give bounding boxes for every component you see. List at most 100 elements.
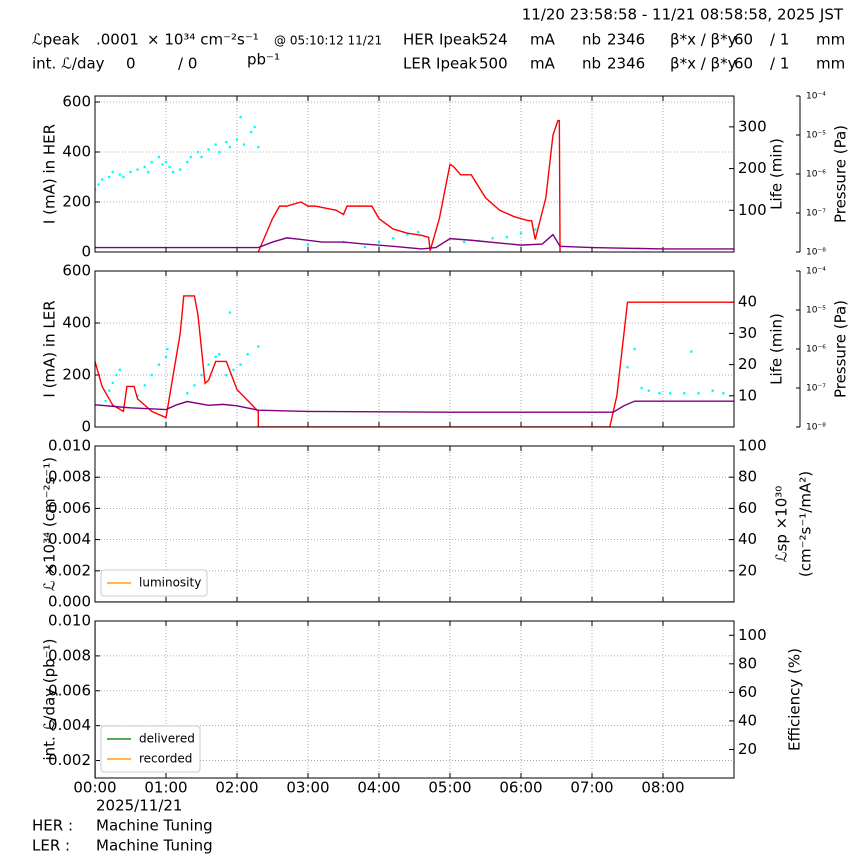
x-tick-label: 00:00 bbox=[73, 779, 116, 797]
series-line bbox=[257, 119, 561, 252]
y-tick-label: 0.006 bbox=[48, 499, 91, 517]
y-tick-label: 0.004 bbox=[48, 530, 91, 548]
data-dot bbox=[217, 150, 221, 154]
y-tick-label: 0.004 bbox=[48, 716, 91, 734]
y3-axis-label: Pressure (Pa) bbox=[832, 125, 850, 223]
data-dot bbox=[363, 245, 367, 249]
data-dot bbox=[722, 391, 725, 395]
timestamp: @ 05:10:12 11/21 bbox=[274, 34, 382, 48]
data-dot bbox=[232, 368, 235, 372]
y-tick-label: 400 bbox=[62, 143, 91, 161]
x-tick-label: 06:00 bbox=[499, 779, 542, 797]
data-dot bbox=[257, 345, 260, 348]
series-line bbox=[95, 400, 734, 413]
data-dot bbox=[626, 365, 629, 369]
y-tick-label: 600 bbox=[62, 262, 91, 280]
data-dot bbox=[217, 352, 221, 356]
legend-label: delivered bbox=[139, 732, 195, 746]
legend-box bbox=[100, 725, 201, 773]
y-axis-label: int. ℒ/day (pb⁻¹) bbox=[41, 639, 59, 761]
y2-tick-label: 10 bbox=[738, 386, 757, 404]
data-dot bbox=[178, 168, 182, 171]
data-dot bbox=[306, 243, 310, 246]
unit: mm bbox=[816, 31, 845, 49]
data-dot bbox=[462, 240, 466, 244]
x-tick-label: 07:00 bbox=[570, 779, 613, 797]
data-dot bbox=[143, 165, 146, 169]
unit: × 10³⁴ cm⁻²s⁻¹ bbox=[147, 31, 259, 49]
label: HER Ipeak bbox=[403, 31, 480, 49]
value: 2346 bbox=[607, 31, 645, 49]
data-dot bbox=[228, 311, 232, 314]
panel: 0 200 400 600 100 200 300 10⁻⁸ 10⁻⁷ 10⁻⁶ 10⁻⁵ 10⁻⁴ I… bbox=[41, 92, 850, 261]
data-dot bbox=[157, 363, 161, 366]
data-dot bbox=[519, 231, 523, 235]
value: / 0 bbox=[178, 55, 197, 73]
data-dot bbox=[207, 148, 210, 151]
data-dot bbox=[505, 235, 509, 239]
data-dot bbox=[168, 165, 171, 169]
data-dot bbox=[246, 352, 249, 356]
data-dot bbox=[491, 236, 494, 240]
label: int. ℒ/day bbox=[32, 55, 105, 73]
header-row-1: ℒpeak .0001 × 10³⁴ cm⁻²s⁻¹ @ 05:10:12 11… bbox=[32, 31, 845, 49]
data-dot bbox=[97, 183, 100, 186]
y-tick-label: 600 bbox=[62, 93, 91, 111]
y2-tick-label: 100 bbox=[738, 626, 767, 644]
series-line bbox=[95, 295, 734, 427]
time-range: 11/20 23:58:58 - 11/21 08:58:58, 2025 JS… bbox=[522, 6, 844, 24]
plot-frame bbox=[94, 95, 735, 253]
data-dot bbox=[118, 368, 122, 372]
data-dot bbox=[214, 143, 217, 146]
data-dot bbox=[150, 160, 154, 164]
data-dot bbox=[253, 125, 257, 129]
data-dot bbox=[164, 160, 168, 164]
y-tick-label: 0.002 bbox=[48, 561, 91, 579]
y2-tick-label: 200 bbox=[738, 159, 767, 177]
y3-tick-label: 10⁻⁵ bbox=[806, 306, 826, 316]
data-dot bbox=[249, 130, 253, 134]
y2-tick-label: 60 bbox=[738, 499, 757, 517]
x-tick-label: 01:00 bbox=[144, 779, 187, 797]
y-tick-label: 0.006 bbox=[48, 681, 91, 699]
data-dot bbox=[157, 155, 161, 159]
header-row-2: int. ℒ/day 0 / 0 pb⁻¹ LER Ipeak 500 mA n… bbox=[32, 51, 845, 73]
data-dot bbox=[166, 347, 169, 351]
data-dot bbox=[196, 150, 200, 154]
y2-tick-label: 20 bbox=[738, 561, 757, 579]
data-dot bbox=[146, 170, 150, 174]
data-dot bbox=[640, 386, 643, 390]
data-dot bbox=[164, 355, 168, 359]
data-dot bbox=[658, 391, 661, 395]
data-dot bbox=[150, 373, 154, 377]
data-dot bbox=[235, 138, 239, 141]
value: 524 bbox=[479, 31, 508, 49]
data-dot bbox=[690, 350, 693, 353]
y2-tick-label: 100 bbox=[738, 201, 767, 219]
x-tick-label: 05:00 bbox=[428, 779, 471, 797]
plot-frame bbox=[94, 270, 735, 428]
y2-axis-label: Efficiency (%) bbox=[786, 648, 804, 751]
y-tick-label: 0.000 bbox=[48, 593, 91, 611]
plot-frame bbox=[94, 620, 735, 779]
data-dot bbox=[193, 384, 196, 387]
panel: 0 200 400 600 10 20 30 40 10⁻⁸ 10⁻⁷ 10⁻⁶ 10⁻⁵ 10⁻⁴ I … bbox=[41, 262, 850, 436]
y2-tick-label: 100 bbox=[738, 437, 767, 455]
y3-tick-label: 10⁻⁵ bbox=[806, 131, 826, 141]
value: 2346 bbox=[607, 55, 645, 73]
panel: 0.000 0.002 0.004 0.006 0.008 0.010 20 40 60 80 10… bbox=[41, 437, 815, 611]
y2-tick-label: 40 bbox=[738, 711, 757, 729]
y2-axis-label: ℒsp ×10³⁰ bbox=[773, 486, 791, 563]
unit: mA bbox=[530, 31, 556, 49]
y2-tick-label: 80 bbox=[738, 654, 757, 672]
data-dot bbox=[189, 155, 193, 159]
y-axis-label: ℒ ×10³⁴ (cm⁻²s⁻¹) bbox=[41, 457, 59, 591]
data-dot bbox=[377, 240, 381, 244]
data-dot bbox=[239, 363, 242, 366]
her-label: HER : bbox=[32, 817, 73, 835]
y-tick-label: 0.008 bbox=[48, 646, 91, 664]
legend: luminosity bbox=[100, 569, 208, 597]
data-dot bbox=[214, 355, 217, 359]
legend: delivered recorded bbox=[100, 725, 201, 773]
legend-box bbox=[100, 569, 208, 597]
